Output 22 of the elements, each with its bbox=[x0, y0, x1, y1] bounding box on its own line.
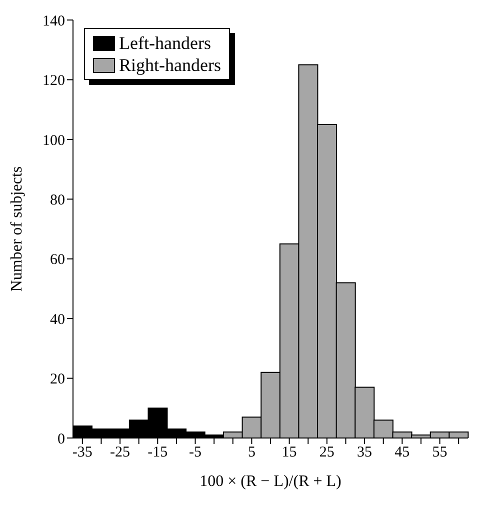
x-tick-label: -25 bbox=[110, 444, 130, 461]
x-tick-label: 5 bbox=[248, 444, 256, 461]
y-tick-label: 60 bbox=[50, 252, 65, 268]
y-tick-label: 80 bbox=[50, 192, 65, 208]
y-tick-label: 100 bbox=[42, 132, 65, 149]
x-tick-label: -35 bbox=[72, 444, 92, 461]
legend-label: Right-handers bbox=[119, 54, 221, 76]
x-tick-label: -15 bbox=[148, 444, 168, 461]
x-tick-label: 25 bbox=[319, 444, 334, 461]
y-tick-label: 40 bbox=[50, 312, 65, 328]
x-tick-label: 45 bbox=[394, 444, 410, 461]
y-tick-label: 20 bbox=[50, 372, 65, 388]
y-tick-label: 0 bbox=[58, 431, 65, 448]
y-tick-label: 140 bbox=[42, 13, 65, 30]
x-tick-label: -5 bbox=[189, 444, 202, 461]
x-tick-label: 15 bbox=[282, 444, 297, 461]
legend-label: Left-handers bbox=[119, 32, 211, 54]
x-tick-label: 55 bbox=[432, 444, 448, 461]
y-axis-title: Number of subjects bbox=[8, 166, 26, 292]
x-tick-label: 35 bbox=[357, 444, 372, 461]
y-tick-label: 120 bbox=[42, 73, 65, 90]
x-axis-title: 100 × (R − L)/(R + L) bbox=[200, 473, 342, 490]
